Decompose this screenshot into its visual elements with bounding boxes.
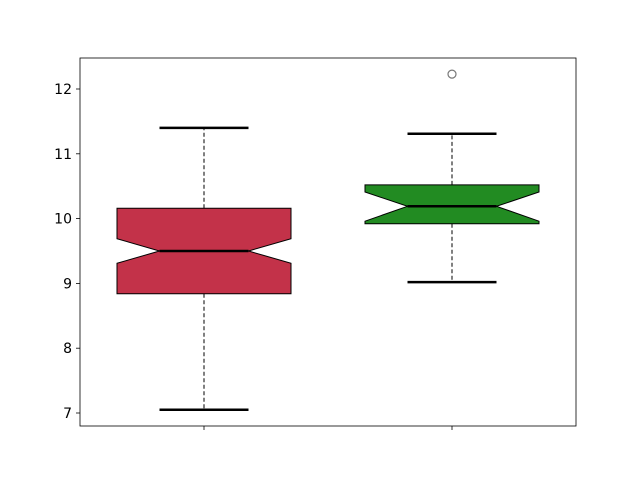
box: [364, 184, 540, 225]
y-tick-label: 7: [63, 406, 72, 422]
y-tick-label: 12: [54, 82, 72, 98]
y-tick-label: 11: [54, 147, 72, 163]
plot-frame: [79, 57, 577, 427]
outlier-point: [447, 69, 457, 79]
y-tick-label: 10: [54, 212, 72, 228]
y-tick-label: 8: [63, 341, 72, 357]
y-tick-label: 9: [63, 276, 72, 292]
